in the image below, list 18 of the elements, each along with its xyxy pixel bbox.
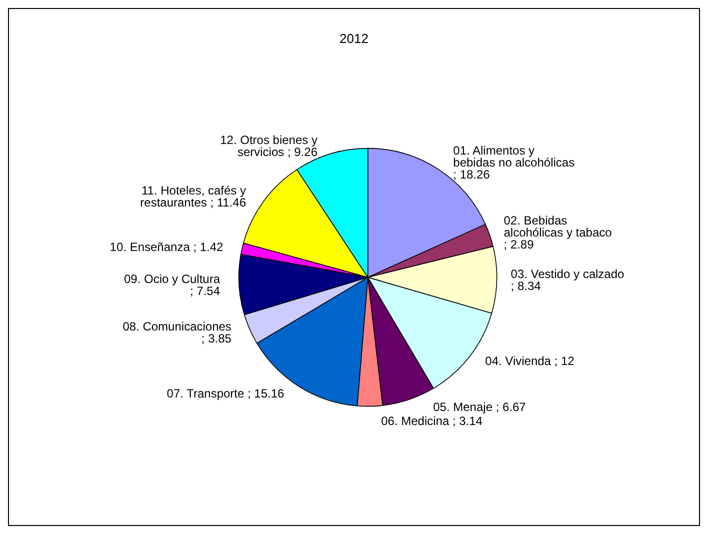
slice-label: 11. Hoteles, cafés y restaurantes ; 11.46 — [140, 184, 246, 210]
chart-title: 2012 — [340, 31, 368, 46]
slice-label: 05. Menaje ; 6.67 — [433, 400, 526, 414]
slice-label: 10. Enseñanza ; 1.42 — [110, 240, 224, 254]
data-label: ; 8.34 — [510, 279, 542, 294]
slice-label: 08. Comunicaciones — [122, 320, 232, 334]
slice-label: 07. Transporte ; 15.16 — [166, 386, 285, 401]
data-label: ; 7.54 — [190, 284, 220, 298]
slice-label: 02. Bebidas alcohólicas y tabaco — [504, 214, 612, 240]
slice-label: 03. Vestido y calzado — [510, 267, 625, 282]
data-label: ; 18.26 — [453, 167, 490, 182]
slice-label: 09. Ocio y Cultura — [124, 272, 220, 286]
slice-label: 01. Alimentos y bebidas no alcohólicas — [453, 143, 575, 170]
slice-label: 06. Medicina ; 3.14 — [381, 414, 483, 428]
slice-label: 12. Otros bienes y servicios ; 9.26 — [220, 133, 318, 160]
data-label: ; 3.85 — [201, 332, 232, 346]
slice-label: 04. Vivienda ; 12 — [485, 354, 575, 368]
data-label: ; 2.89 — [504, 238, 534, 252]
